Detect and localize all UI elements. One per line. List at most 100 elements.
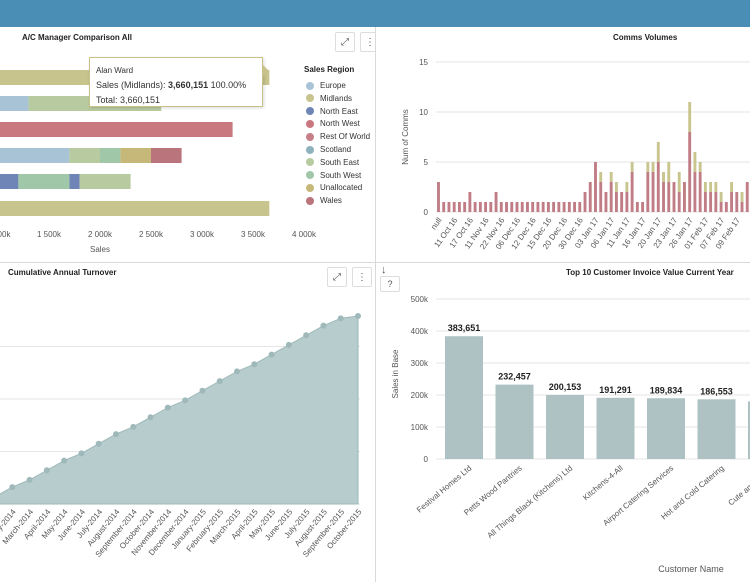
legend-item[interactable]: Europe — [306, 81, 346, 90]
comms-bar-overlay — [599, 172, 603, 182]
area-point — [130, 423, 137, 430]
legend-label: Unallocated — [320, 183, 363, 193]
more-options-icon[interactable]: ⋮ — [352, 267, 372, 287]
comms-bar-overlay — [614, 182, 618, 192]
comms-bar — [620, 192, 624, 212]
legend-swatch — [306, 132, 314, 141]
comms-bar — [520, 202, 524, 212]
legend-item[interactable]: North West — [306, 119, 360, 128]
comms-bar — [635, 202, 639, 212]
x-tick-label: null — [429, 216, 444, 232]
customer-bar — [495, 384, 534, 459]
comms-bar — [510, 202, 514, 212]
help-icon[interactable]: ? — [380, 276, 400, 292]
tooltip-total: Total: 3,660,151 — [96, 95, 161, 105]
customer-bar — [647, 398, 685, 459]
area-point — [43, 467, 50, 474]
chart-tooltip: Alan Ward Sales (Midlands): 3,660,151 10… — [89, 57, 263, 107]
divider-vertical — [375, 27, 376, 582]
legend-item[interactable]: Wales — [306, 196, 342, 205]
hbar-segment — [18, 174, 70, 189]
comms-bar-overlay — [656, 142, 660, 162]
x-tick-label: Kitchens-4-All — [581, 463, 625, 502]
legend-item[interactable]: Midlands — [306, 94, 352, 103]
legend-swatch — [306, 171, 314, 180]
x-tick-label: 00k — [0, 230, 11, 239]
comms-bar-overlay — [646, 162, 650, 172]
comms-bar — [499, 202, 503, 212]
expand-icon[interactable]: ⤢ — [327, 267, 347, 287]
comms-bar — [609, 182, 613, 212]
legend-swatch — [306, 158, 314, 167]
tooltip-series: Sales (Midlands): — [96, 80, 166, 90]
comms-bar — [546, 202, 550, 212]
panel-title-top10: Top 10 Customer Invoice Value Current Ye… — [566, 268, 734, 277]
comms-bar — [515, 202, 519, 212]
tooltip-value: 3,660,151 — [168, 80, 209, 90]
comms-bar — [536, 202, 540, 212]
comms-bar — [719, 202, 723, 212]
area-point — [113, 431, 119, 438]
comms-bar — [646, 172, 650, 212]
hbar-segment — [151, 148, 182, 163]
comms-bar — [567, 202, 571, 212]
y-axis-label: Num of Comms — [401, 109, 410, 165]
bar-value-label: 189,834 — [650, 385, 683, 395]
comms-bar-overlay — [703, 182, 707, 192]
comms-bar-overlay — [740, 192, 744, 202]
hbar-segment — [120, 148, 151, 163]
legend-item[interactable]: Rest Of World — [306, 132, 370, 141]
y-tick-label: 200k — [411, 391, 429, 400]
comms-bar-overlay — [714, 182, 718, 192]
legend-label: Europe — [320, 81, 346, 90]
comms-bar — [656, 162, 660, 212]
legend-label: South East — [320, 157, 360, 167]
comms-bar-overlay — [730, 182, 733, 192]
comms-bar — [672, 182, 676, 212]
expand-icon[interactable]: ⤢ — [335, 32, 355, 52]
more-options-icon[interactable]: ⋮ — [360, 32, 375, 52]
x-tick-label: 1 500k — [37, 230, 62, 239]
move-down-icon[interactable]: ↓ — [381, 264, 387, 276]
area-point — [216, 378, 223, 385]
hbar-segment — [0, 96, 29, 111]
comms-bar — [494, 192, 498, 212]
tooltip-name: Alan Ward — [96, 66, 134, 75]
bar-value-label: 383,651 — [448, 323, 481, 333]
area-point — [199, 387, 206, 394]
area-fill — [0, 315, 359, 505]
legend-swatch — [306, 94, 314, 103]
area-point — [147, 414, 154, 421]
comms-bar — [457, 202, 461, 212]
comms-bar — [526, 202, 529, 212]
comms-bar — [588, 182, 592, 212]
legend-label: South West — [320, 170, 362, 180]
hbar-segment — [69, 174, 80, 189]
comms-bar — [662, 182, 665, 212]
comms-bar — [709, 192, 713, 212]
comms-bar — [630, 172, 634, 212]
hbar-segment — [0, 174, 19, 189]
legend-item[interactable]: South West — [306, 171, 361, 180]
y-tick-label: 15 — [419, 58, 428, 67]
comms-bar — [478, 202, 482, 212]
legend-swatch — [306, 119, 314, 128]
comms-bar — [693, 172, 697, 212]
legend-item[interactable]: South East — [306, 158, 359, 167]
divider-horizontal — [0, 262, 750, 263]
comms-bar-overlay — [625, 182, 629, 192]
comms-bar-overlay — [667, 162, 671, 182]
comms-bar — [447, 202, 451, 212]
legend-item[interactable]: Scotland — [306, 145, 351, 154]
legend-swatch — [306, 81, 314, 90]
comms-bar-overlay — [709, 182, 713, 192]
comms-bar — [594, 162, 597, 212]
comms-bar — [583, 192, 587, 212]
area-point — [268, 351, 275, 358]
legend-item[interactable]: Unallocated — [306, 183, 362, 192]
legend-item[interactable]: North East — [306, 107, 358, 116]
area-point — [9, 484, 16, 491]
comms-bar — [724, 202, 728, 212]
comms-bar — [683, 182, 686, 212]
